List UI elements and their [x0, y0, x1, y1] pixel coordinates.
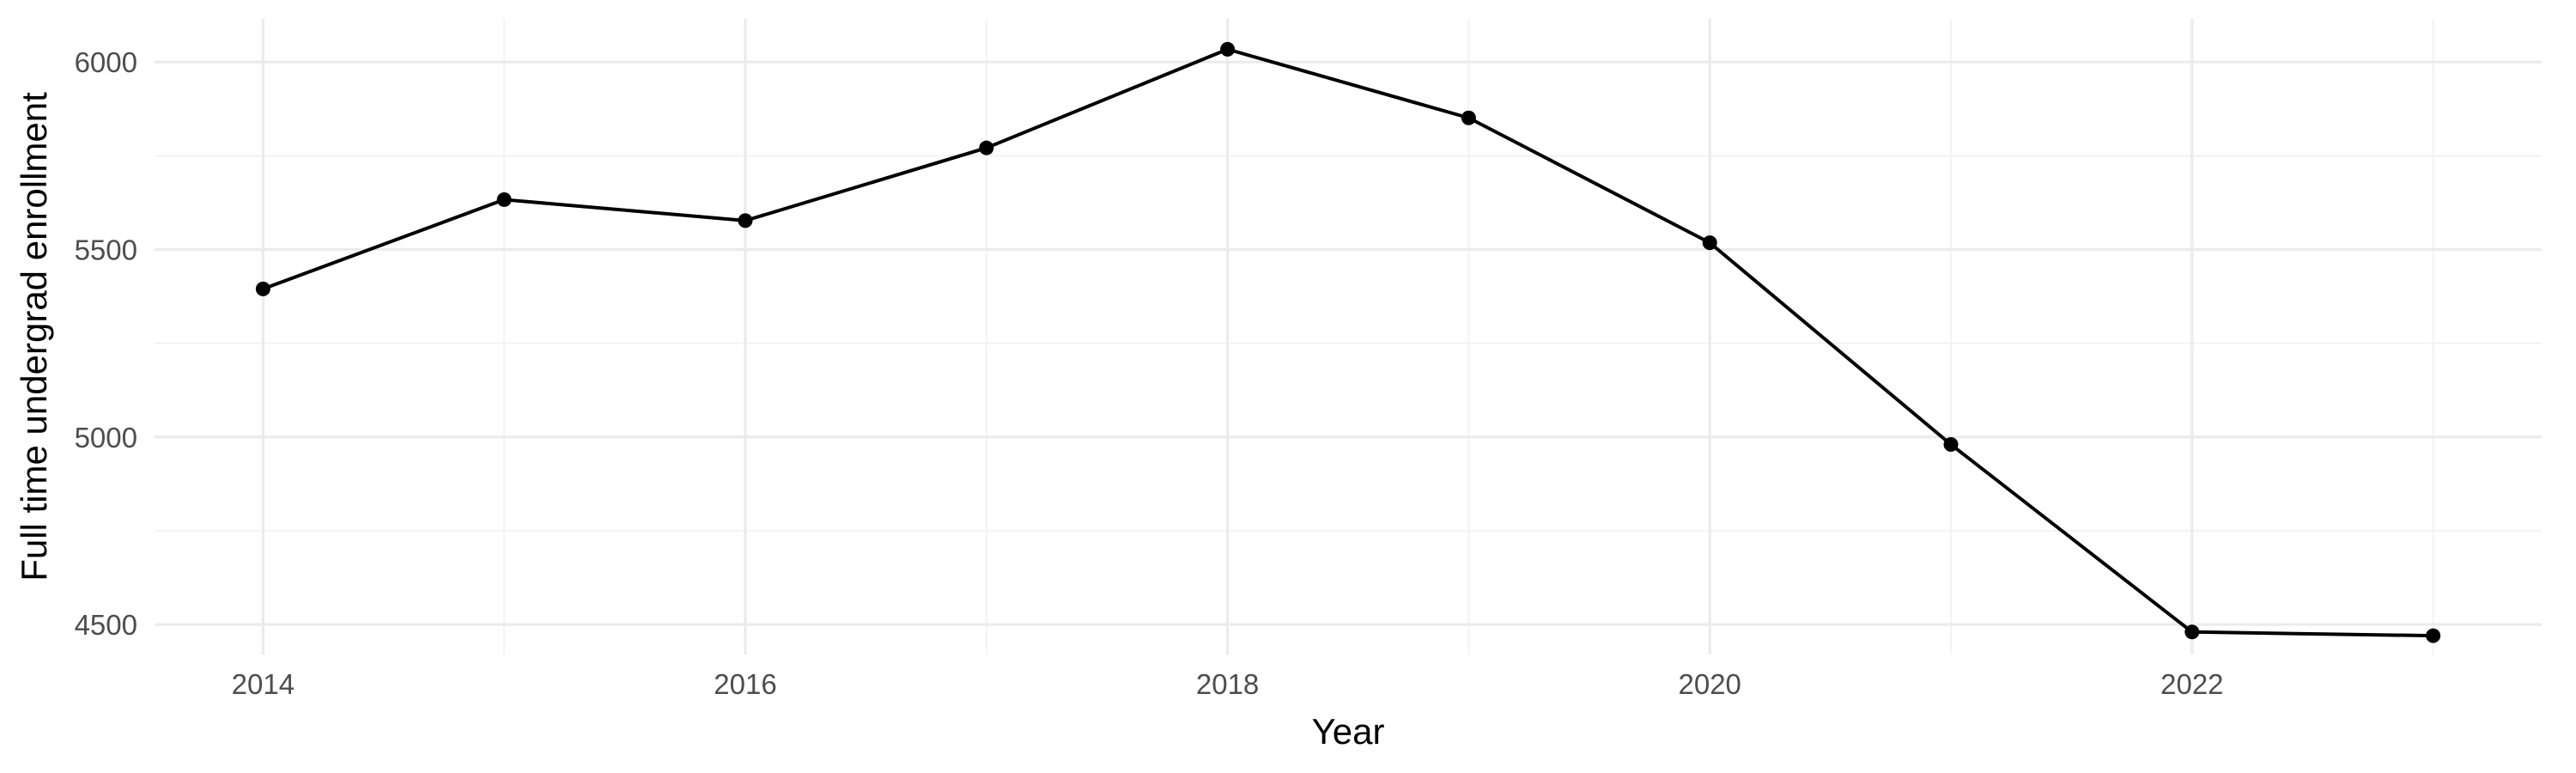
data-point — [738, 213, 753, 228]
x-tick-label: 2016 — [714, 668, 776, 700]
x-tick-label: 2014 — [232, 668, 295, 700]
series-line — [262, 47, 2433, 638]
data-point — [2184, 624, 2200, 640]
y-axis-ticks: 4500 5000 5500 6000 — [75, 46, 137, 641]
data-point — [255, 281, 270, 296]
grid — [155, 19, 2542, 654]
y-axis-title: Full time undergrad enrollment — [14, 92, 54, 581]
x-tick-label: 2022 — [2160, 668, 2223, 700]
x-axis-ticks: 2014 2016 2018 2020 2022 — [232, 668, 2224, 700]
data-point — [1702, 235, 1717, 251]
data-point — [1943, 437, 1959, 453]
x-tick-label: 2018 — [1196, 668, 1259, 700]
y-tick-label: 5500 — [75, 234, 137, 265]
data-point — [979, 140, 994, 155]
data-point — [1461, 110, 1476, 125]
y-tick-label: 6000 — [75, 46, 137, 78]
x-tick-label: 2020 — [1679, 668, 1741, 700]
x-axis-title: Year — [1312, 711, 1385, 752]
series-layer — [255, 41, 2441, 643]
data-point — [2426, 628, 2441, 643]
data-point — [496, 192, 512, 207]
y-tick-label: 5000 — [75, 422, 137, 453]
y-tick-label: 4500 — [75, 609, 137, 641]
data-point — [1220, 41, 1236, 57]
